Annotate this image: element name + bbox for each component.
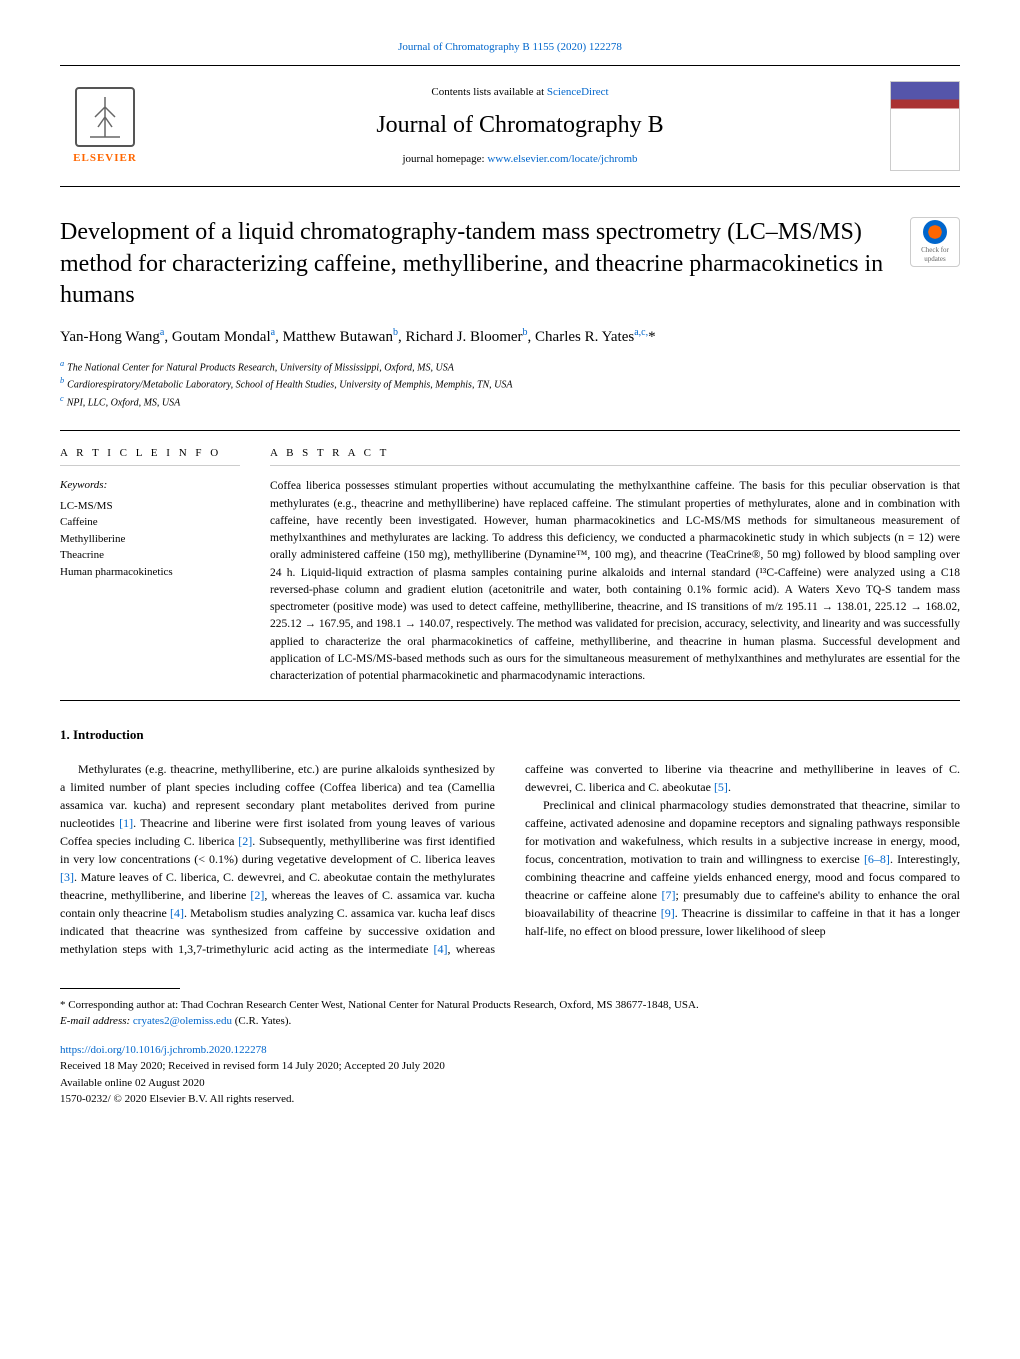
- publisher-name: ELSEVIER: [73, 151, 137, 166]
- contents-line: Contents lists available at ScienceDirec…: [150, 85, 890, 100]
- doi-line: https://doi.org/10.1016/j.jchromb.2020.1…: [60, 1042, 960, 1059]
- email-label: E-mail address:: [60, 1015, 133, 1027]
- journal-name: Journal of Chromatography B: [150, 109, 890, 143]
- copyright-line: 1570-0232/ © 2020 Elsevier B.V. All righ…: [60, 1091, 960, 1108]
- journal-header: ELSEVIER Contents lists available at Sci…: [60, 65, 960, 187]
- keywords-list: LC-MS/MSCaffeineMethylliberineTheacrineH…: [60, 498, 240, 581]
- footer-separator: [60, 988, 180, 989]
- abstract-text: Coffea liberica possesses stimulant prop…: [270, 478, 960, 685]
- journal-cover-thumbnail: [890, 81, 960, 171]
- received-line: Received 18 May 2020; Received in revise…: [60, 1058, 960, 1075]
- ref-link[interactable]: [7]: [661, 888, 675, 902]
- email-link[interactable]: cryates2@olemiss.edu: [133, 1015, 232, 1027]
- available-line: Available online 02 August 2020: [60, 1075, 960, 1092]
- article-info-column: A R T I C L E I N F O Keywords: LC-MS/MS…: [60, 446, 240, 685]
- abstract-heading: A B S T R A C T: [270, 446, 960, 466]
- corresponding-author: * Corresponding author at: Thad Cochran …: [60, 997, 960, 1014]
- ref-link[interactable]: [4]: [434, 942, 448, 956]
- homepage-link[interactable]: www.elsevier.com/locate/jchromb: [487, 153, 637, 165]
- ref-link[interactable]: [1]: [119, 816, 133, 830]
- ref-link[interactable]: [4]: [170, 906, 184, 920]
- ref-link[interactable]: [5]: [714, 780, 728, 794]
- ref-link[interactable]: [9]: [661, 906, 675, 920]
- journal-citation: Journal of Chromatography B 1155 (2020) …: [60, 40, 960, 55]
- article-header: Development of a liquid chromatography-t…: [60, 217, 960, 311]
- check-updates-badge[interactable]: Check for updates: [910, 217, 960, 267]
- ref-link[interactable]: [6–8]: [864, 852, 890, 866]
- affiliation-a: aThe National Center for Natural Product…: [60, 358, 960, 375]
- citation-link[interactable]: Journal of Chromatography B 1155 (2020) …: [398, 41, 622, 53]
- header-center: Contents lists available at ScienceDirec…: [150, 85, 890, 167]
- homepage-prefix: journal homepage:: [402, 153, 487, 165]
- affiliations: aThe National Center for Natural Product…: [60, 358, 960, 410]
- email-line: E-mail address: cryates2@olemiss.edu (C.…: [60, 1013, 960, 1030]
- ref-link[interactable]: [2]: [238, 834, 252, 848]
- affiliation-c: cNPI, LLC, Oxford, MS, USA: [60, 393, 960, 410]
- intro-paragraph-2: Preclinical and clinical pharmacology st…: [525, 796, 960, 940]
- homepage-line: journal homepage: www.elsevier.com/locat…: [150, 152, 890, 167]
- contents-prefix: Contents lists available at: [431, 86, 546, 98]
- affiliation-b: bCardiorespiratory/Metabolic Laboratory,…: [60, 375, 960, 392]
- sciencedirect-link[interactable]: ScienceDirect: [547, 86, 609, 98]
- crossmark-icon: [923, 220, 947, 244]
- doi-link[interactable]: https://doi.org/10.1016/j.jchromb.2020.1…: [60, 1044, 267, 1056]
- footer: * Corresponding author at: Thad Cochran …: [60, 997, 960, 1108]
- publisher-logo: ELSEVIER: [60, 81, 150, 171]
- authors-line: Yan-Hong Wanga, Goutam Mondala, Matthew …: [60, 326, 960, 348]
- keywords-label: Keywords:: [60, 478, 240, 493]
- elsevier-tree-icon: [75, 87, 135, 147]
- email-suffix: (C.R. Yates).: [232, 1015, 291, 1027]
- ref-link[interactable]: [3]: [60, 870, 74, 884]
- check-updates-label: Check for updates: [911, 246, 959, 266]
- ref-link[interactable]: [2]: [250, 888, 264, 902]
- article-info-heading: A R T I C L E I N F O: [60, 446, 240, 466]
- info-abstract-row: A R T I C L E I N F O Keywords: LC-MS/MS…: [60, 430, 960, 701]
- article-title: Development of a liquid chromatography-t…: [60, 217, 910, 311]
- abstract-column: A B S T R A C T Coffea liberica possesse…: [270, 446, 960, 685]
- section-1-heading: 1. Introduction: [60, 726, 960, 744]
- introduction-body: Methylurates (e.g. theacrine, methyllibe…: [60, 760, 960, 958]
